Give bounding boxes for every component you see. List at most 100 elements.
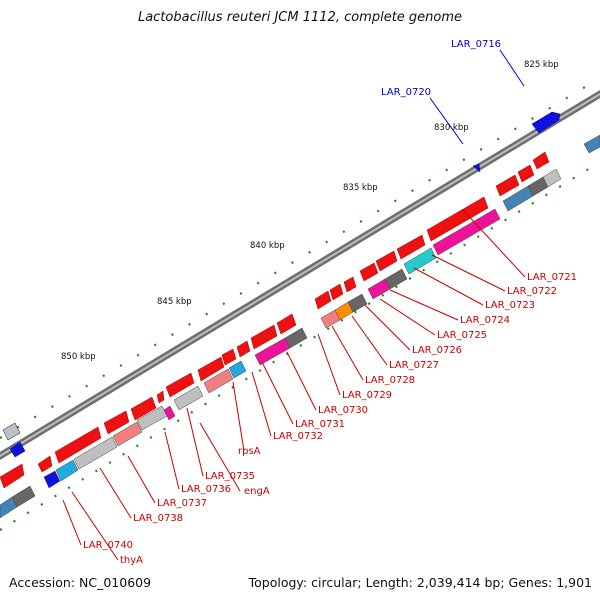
gene-arrow	[329, 283, 344, 301]
leader-line	[389, 289, 459, 321]
gene-arrow	[0, 463, 25, 489]
gene-label: LAR_0722	[507, 286, 557, 297]
gene-arrow	[156, 390, 165, 404]
gene-label: LAR_0724	[460, 315, 510, 326]
leader-line	[186, 407, 204, 477]
scale-label: 850 kbp	[61, 352, 96, 362]
gene-box	[284, 327, 308, 349]
leader-line	[364, 304, 411, 351]
gene-box	[583, 134, 600, 154]
gene-arrow	[375, 250, 398, 272]
gene-label: LAR_0731	[295, 419, 345, 430]
gene-box	[173, 385, 204, 411]
gene-labels: LAR_0716 LAR_0720 LAR_0721 LAR_0722 LAR_0723…	[83, 39, 577, 566]
gene-label: LAR_0736	[181, 484, 231, 495]
genome-summary: Topology: circular; Length: 2,039,414 bp…	[248, 575, 592, 590]
page-title: Lactobacillus reuteri JCM 1112, complete…	[137, 10, 463, 25]
scale-label: 845 kbp	[157, 297, 192, 307]
leader-line	[379, 298, 436, 336]
gene-box	[43, 470, 61, 489]
gene-box	[55, 459, 79, 482]
gene-box	[112, 421, 143, 447]
accession-label: Accession: NC_010609	[9, 575, 152, 590]
tick-ring-lower	[0, 161, 600, 531]
gene-arrow	[532, 151, 550, 170]
leader-line	[62, 499, 82, 546]
scale-labels: 825 kbp 830 kbp 835 kbp 840 kbp 845 kbp 850 k…	[61, 60, 559, 362]
forward-strand-genes	[2, 111, 561, 458]
gene-box	[228, 360, 247, 379]
gene-arrow	[472, 163, 481, 173]
gene-label: thyA	[120, 555, 143, 566]
gene-arrow	[130, 396, 157, 421]
gene-arrow	[250, 324, 278, 350]
category-boxes	[0, 134, 600, 519]
gene-label: LAR_0720	[381, 87, 431, 98]
gene-label: LAR_0721	[527, 272, 577, 283]
gene-arrow	[314, 290, 332, 310]
gene-box	[347, 293, 368, 313]
gene-label: engA	[244, 486, 270, 497]
backbone	[0, 89, 600, 461]
gene-label: LAR_0732	[273, 431, 323, 442]
scale-label: 825 kbp	[524, 60, 559, 70]
gene-box	[73, 436, 118, 470]
gene-label: LAR_0735	[205, 471, 255, 482]
gene-arrow	[236, 340, 251, 358]
gene-box	[432, 208, 501, 256]
leader-line	[351, 315, 388, 366]
gene-label: LAR_0737	[157, 498, 207, 509]
gene-arrow	[276, 313, 297, 335]
gene-box	[542, 168, 562, 188]
gene-box	[384, 268, 408, 290]
leader-line	[127, 455, 156, 504]
leader-line	[261, 361, 294, 425]
scale-label: 840 kbp	[250, 241, 285, 251]
leader-line	[164, 431, 180, 490]
leader-line	[99, 467, 132, 519]
gene-arrow	[531, 111, 561, 134]
leader-line	[199, 422, 241, 492]
gene-label: LAR_0726	[412, 345, 462, 356]
gene-label: LAR_0728	[365, 375, 415, 386]
gene-label: LAR_0729	[342, 390, 392, 401]
gene-arrow	[54, 426, 102, 464]
reverse-strand-genes	[0, 151, 550, 489]
gene-label: LAR_0727	[389, 360, 439, 371]
leader-line	[71, 491, 119, 561]
label-leaders	[62, 49, 526, 561]
gene-arrow	[37, 455, 53, 473]
gene-box	[163, 405, 176, 421]
leader-line	[462, 209, 526, 278]
gene-label: LAR_0716	[451, 39, 501, 50]
leader-line	[331, 325, 364, 381]
gene-arrow	[426, 196, 489, 242]
gene-arrow	[103, 410, 130, 435]
gene-box	[0, 496, 18, 519]
gene-label: LAR_0738	[133, 513, 183, 524]
leader-line	[232, 381, 245, 452]
gene-arrow	[495, 174, 520, 197]
gene-label: rpsA	[238, 446, 261, 457]
scale-label: 835 kbp	[343, 183, 378, 193]
tick-ring-outer	[0, 77, 600, 439]
gene-box	[203, 368, 234, 394]
gene-arrow	[343, 276, 357, 293]
leader-line	[251, 371, 272, 437]
gene-arrow	[359, 262, 379, 282]
gene-label: LAR_0723	[485, 300, 535, 311]
gene-arrow	[9, 441, 26, 458]
gene-arrow	[221, 348, 237, 366]
leader-line	[431, 254, 506, 292]
gene-arrow	[197, 356, 225, 382]
gene-arrow	[165, 372, 195, 398]
leader-line	[413, 267, 484, 306]
leader-line	[317, 333, 341, 396]
gene-label: LAR_0740	[83, 540, 133, 551]
scale-label: 830 kbp	[434, 123, 469, 133]
gene-box	[2, 422, 21, 441]
gene-label: LAR_0730	[318, 405, 368, 416]
gene-arrow	[396, 234, 426, 260]
